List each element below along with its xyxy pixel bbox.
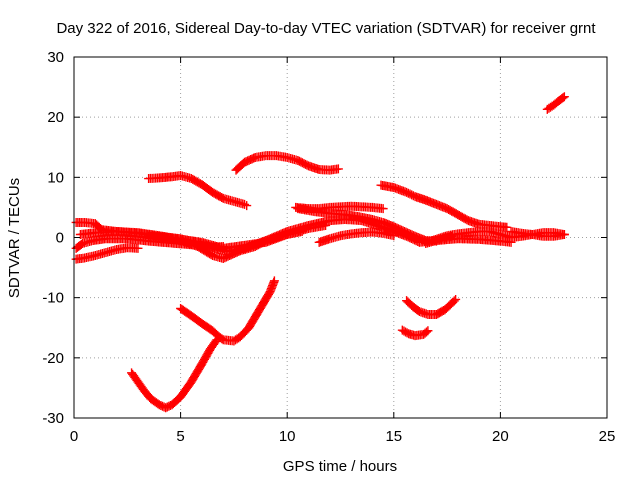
- series-arc-15: [542, 92, 569, 114]
- data-point: [451, 294, 461, 304]
- series-arc-11: [376, 180, 512, 232]
- data-point: [559, 92, 569, 102]
- data-point: [333, 164, 343, 174]
- data-point: [211, 336, 221, 346]
- y-axis-title: SDTVAR / TECUs: [6, 178, 23, 298]
- x-tick-label: 15: [385, 428, 402, 445]
- x-tick-label: 0: [70, 428, 78, 445]
- data-point: [449, 296, 459, 306]
- data-point: [269, 276, 279, 286]
- x-axis-title: GPS time / hours: [283, 458, 397, 475]
- data-point: [389, 231, 399, 241]
- data-point: [558, 93, 568, 103]
- y-tick-label: 30: [47, 49, 64, 66]
- series-arc-19: [397, 325, 433, 341]
- series-arc-9: [293, 204, 441, 246]
- data-point: [133, 243, 143, 253]
- series-arc-7: [231, 151, 343, 175]
- axis-ticks: 0 5 10 15 20 25 -30 -20 -10 0 10 20 30: [42, 49, 615, 445]
- y-tick-label: 0: [56, 230, 64, 247]
- y-tick-label: 20: [47, 109, 64, 126]
- x-tick-label: 10: [279, 428, 296, 445]
- series-arc-6: [144, 171, 252, 211]
- y-tick-label: -10: [42, 290, 64, 307]
- data-point: [506, 237, 516, 247]
- series-arc-18: [402, 294, 461, 320]
- series-arc-10: [314, 227, 399, 247]
- y-tick-label: 10: [47, 169, 64, 186]
- data-point: [242, 201, 252, 211]
- data-point: [423, 326, 433, 336]
- y-tick-label: -30: [42, 410, 64, 427]
- series-arc-13: [421, 234, 516, 249]
- x-tick-label: 25: [599, 428, 616, 445]
- x-tick-label: 20: [492, 428, 509, 445]
- data-point: [421, 327, 431, 337]
- series-arc-14: [506, 226, 569, 241]
- series-arc-16: [176, 276, 279, 346]
- data-point: [559, 229, 569, 239]
- x-tick-label: 5: [176, 428, 184, 445]
- chart-title: Day 322 of 2016, Sidereal Day-to-day VTE…: [56, 20, 596, 37]
- data-point: [240, 199, 250, 209]
- data-point: [378, 204, 388, 214]
- series-arc-3: [71, 243, 143, 264]
- series-arc-4: [75, 226, 307, 264]
- y-tick-label: -20: [42, 350, 64, 367]
- data-series: [71, 92, 569, 413]
- series-arc-17: [127, 335, 222, 413]
- data-point: [212, 335, 222, 345]
- data-point: [502, 222, 512, 232]
